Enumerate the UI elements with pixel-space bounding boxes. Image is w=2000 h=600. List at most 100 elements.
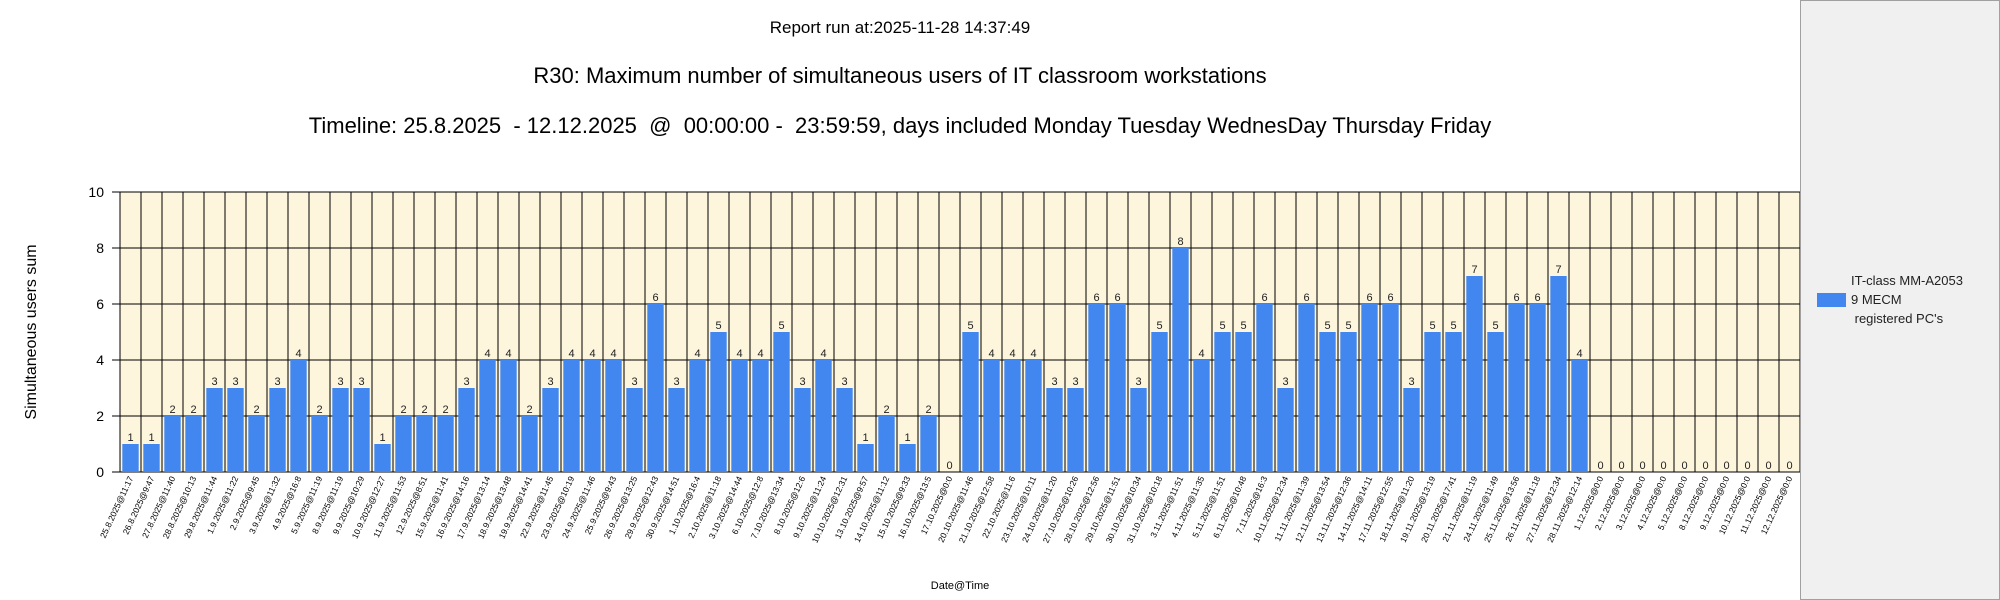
bar-value-label: 3 bbox=[1282, 376, 1288, 388]
bar bbox=[122, 444, 139, 472]
x-axis-label: Date@Time bbox=[931, 580, 989, 592]
report-run-timestamp: Report run at:2025-11-28 14:37:49 bbox=[769, 18, 1031, 37]
bar-value-label: 2 bbox=[526, 404, 532, 416]
bar bbox=[731, 360, 748, 472]
y-tick-label: 10 bbox=[88, 184, 104, 200]
bar bbox=[521, 416, 538, 472]
bar-value-label: 2 bbox=[442, 404, 448, 416]
bar bbox=[248, 416, 265, 472]
bar-value-label: 4 bbox=[610, 348, 616, 360]
y-tick-label: 8 bbox=[96, 240, 104, 256]
bar-value-label: 5 bbox=[1450, 320, 1456, 332]
bar bbox=[1109, 304, 1126, 472]
bar-series bbox=[122, 248, 1588, 472]
bar bbox=[353, 388, 370, 472]
bar-value-label: 4 bbox=[736, 348, 742, 360]
bar bbox=[269, 388, 286, 472]
bar-value-label: 2 bbox=[253, 404, 259, 416]
bar-value-label: 2 bbox=[883, 404, 889, 416]
bar bbox=[1193, 360, 1210, 472]
bar-value-label: 8 bbox=[1177, 236, 1183, 248]
bar-value-label: 0 bbox=[1597, 460, 1603, 472]
chart-title: R30: Maximum number of simultaneous user… bbox=[533, 63, 1267, 88]
bar-value-label: 3 bbox=[1072, 376, 1078, 388]
bar bbox=[332, 388, 349, 472]
bar-value-label: 0 bbox=[946, 460, 952, 472]
bar bbox=[1004, 360, 1021, 472]
bar-value-label: 2 bbox=[925, 404, 931, 416]
bar-value-label: 5 bbox=[1429, 320, 1435, 332]
bar bbox=[1214, 332, 1231, 472]
bar bbox=[584, 360, 601, 472]
bar-value-label: 6 bbox=[1114, 292, 1120, 304]
bar-value-label: 2 bbox=[400, 404, 406, 416]
bar-value-label: 0 bbox=[1702, 460, 1708, 472]
bar bbox=[290, 360, 307, 472]
bar-value-label: 0 bbox=[1723, 460, 1729, 472]
bar-value-label: 7 bbox=[1555, 264, 1561, 276]
bar-value-label: 0 bbox=[1786, 460, 1792, 472]
bar-value-label: 5 bbox=[715, 320, 721, 332]
bar bbox=[1046, 388, 1063, 472]
bar bbox=[1277, 388, 1294, 472]
bar bbox=[836, 388, 853, 472]
bar-value-label: 3 bbox=[547, 376, 553, 388]
bar-value-label: 3 bbox=[337, 376, 343, 388]
bar bbox=[1361, 304, 1378, 472]
bar bbox=[752, 360, 769, 472]
bar bbox=[164, 416, 181, 472]
bar bbox=[143, 444, 160, 472]
x-axis-ticks: 25.8.2025@11:1726.8.2025@9:4727.8.2025@1… bbox=[98, 474, 1795, 544]
bar bbox=[962, 332, 979, 472]
bar bbox=[1487, 332, 1504, 472]
bar bbox=[395, 416, 412, 472]
chart-timeline-subtitle: Timeline: 25.8.2025 - 12.12.2025 @ 00:00… bbox=[308, 113, 1492, 138]
grid-lines bbox=[119, 191, 1800, 473]
bar-value-label: 1 bbox=[148, 432, 154, 444]
bar-value-label: 4 bbox=[988, 348, 994, 360]
bar bbox=[1466, 276, 1483, 472]
legend-label-line: registered PC's bbox=[1851, 311, 1944, 326]
y-axis-label: Simultaneous users sum bbox=[23, 244, 40, 419]
bar bbox=[1529, 304, 1546, 472]
bar bbox=[542, 388, 559, 472]
y-tick-label: 6 bbox=[96, 296, 104, 312]
y-tick-label: 0 bbox=[96, 464, 104, 480]
bar-value-label: 4 bbox=[1009, 348, 1015, 360]
legend-label-line: 9 MECM bbox=[1851, 292, 1902, 307]
bar bbox=[668, 388, 685, 472]
bar-value-label: 4 bbox=[820, 348, 826, 360]
bar-value-label: 3 bbox=[1051, 376, 1057, 388]
bar bbox=[1088, 304, 1105, 472]
bar bbox=[794, 388, 811, 472]
bar-value-label: 1 bbox=[862, 432, 868, 444]
bar-value-label: 3 bbox=[1408, 376, 1414, 388]
bar bbox=[1172, 248, 1189, 472]
bar-value-label: 4 bbox=[694, 348, 700, 360]
bar bbox=[1571, 360, 1588, 472]
bar bbox=[1319, 332, 1336, 472]
bar-value-label: 5 bbox=[1240, 320, 1246, 332]
bar bbox=[1067, 388, 1084, 472]
bar-value-label: 6 bbox=[1387, 292, 1393, 304]
bar-value-label: 6 bbox=[1303, 292, 1309, 304]
bar-value-label: 7 bbox=[1471, 264, 1477, 276]
bar-value-label: 6 bbox=[1513, 292, 1519, 304]
bar-value-label: 6 bbox=[652, 292, 658, 304]
bar bbox=[605, 360, 622, 472]
data-labels: 1 1 2 2 3 3 2 3 4 2 3 3 1 2 2 2 3 4 4 2 3 4 4 4 3 6 3 4 5 4 4 5 3 4 3 1 2 1 2 0… bbox=[127, 236, 1792, 472]
legend-panel: IT-class MM-A2053 9 MECM registered PC's bbox=[1800, 0, 2000, 600]
bar bbox=[437, 416, 454, 472]
bar-value-label: 4 bbox=[757, 348, 763, 360]
bar bbox=[1130, 388, 1147, 472]
bar bbox=[479, 360, 496, 472]
bar-value-label: 4 bbox=[1576, 348, 1582, 360]
bar-value-label: 3 bbox=[211, 376, 217, 388]
bar-value-label: 1 bbox=[904, 432, 910, 444]
bar bbox=[920, 416, 937, 472]
bar bbox=[1508, 304, 1525, 472]
bar-value-label: 4 bbox=[484, 348, 490, 360]
bar-value-label: 2 bbox=[169, 404, 175, 416]
bar-value-label: 3 bbox=[841, 376, 847, 388]
